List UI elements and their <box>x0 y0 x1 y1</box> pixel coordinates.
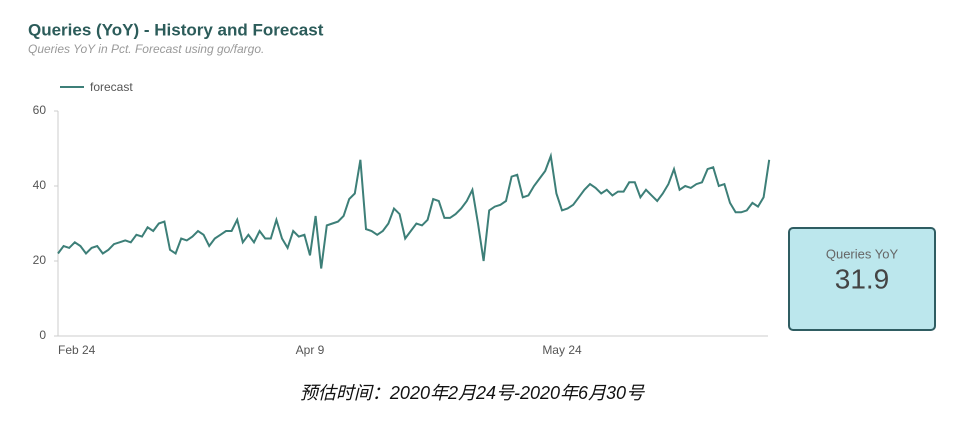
y-tick-label: 20 <box>33 253 47 267</box>
x-tick-label: Apr 9 <box>296 343 325 357</box>
y-tick-label: 0 <box>39 328 46 342</box>
x-tick-label: Feb 24 <box>58 343 96 357</box>
scorecard-label: Queries YoY <box>826 246 899 261</box>
y-tick-label: 40 <box>33 178 47 192</box>
legend-label: forecast <box>90 80 133 94</box>
chart-title: Queries (YoY) - History and Forecast <box>28 20 324 39</box>
caption: 预估时间：2020年2月24号-2020年6月30号 <box>300 383 645 403</box>
scorecard <box>788 227 936 331</box>
line-series <box>57 152 771 269</box>
x-tick-label: May 24 <box>542 343 582 357</box>
chart-subtitle: Queries YoY in Pct. Forecast using go/fa… <box>28 42 264 56</box>
y-tick-label: 60 <box>33 103 47 117</box>
scorecard-value: 31.9 <box>835 263 890 294</box>
